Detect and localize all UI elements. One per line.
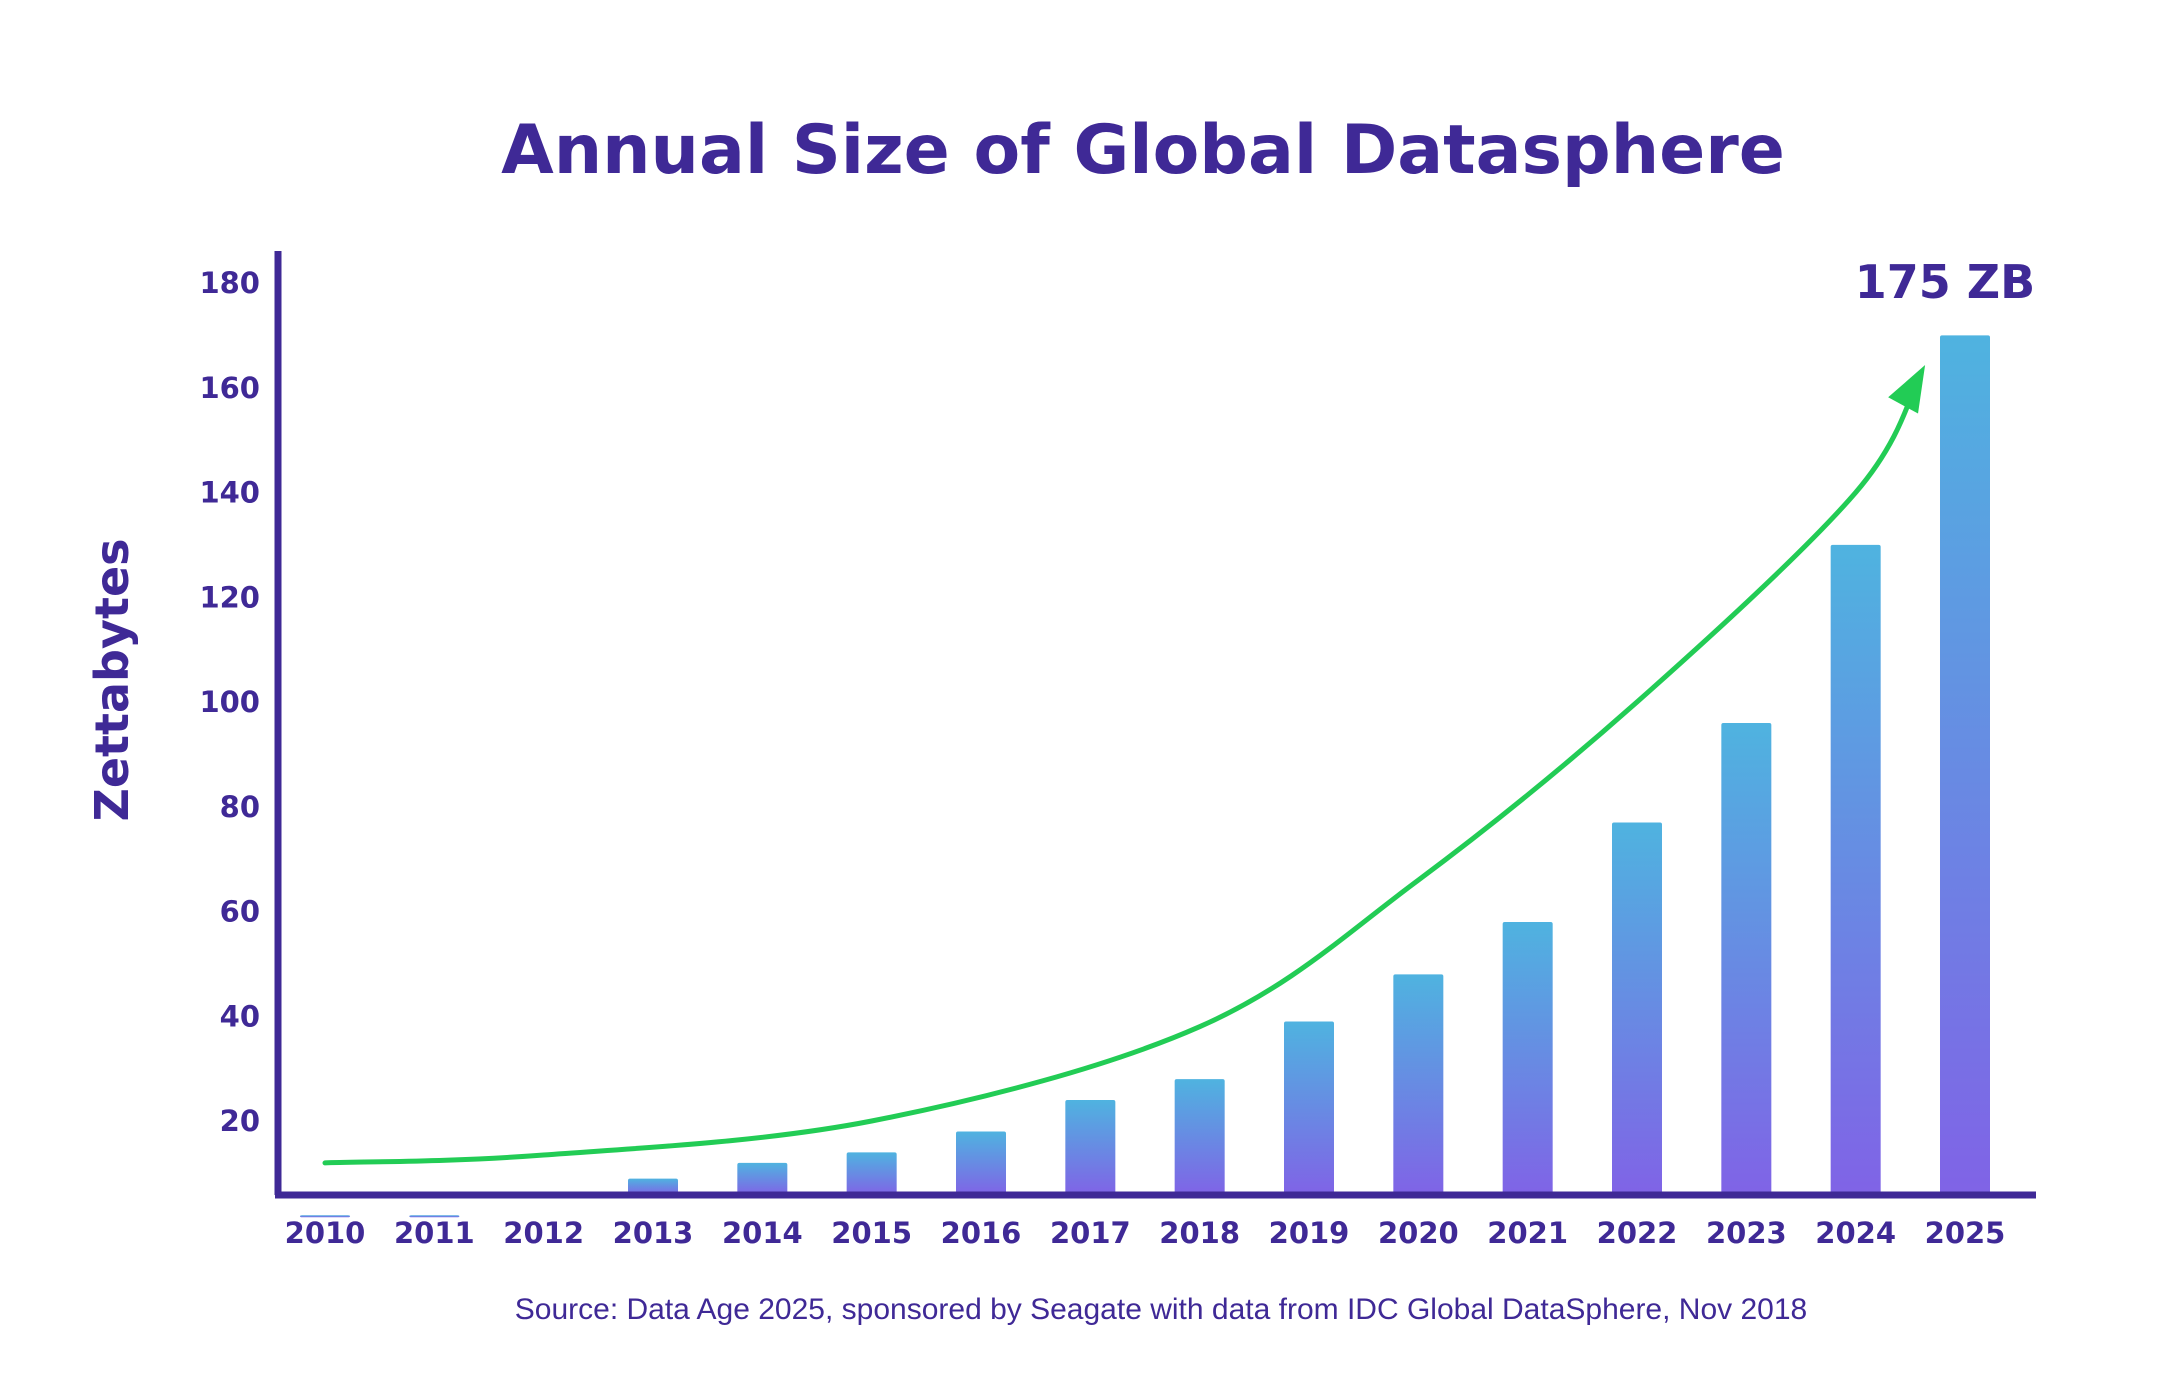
- x-tick-2024: 2024: [1815, 1216, 1896, 1250]
- x-tick-2016: 2016: [941, 1216, 1022, 1250]
- bar-2020: [1393, 974, 1444, 1195]
- y-tick-160: 160: [199, 371, 260, 405]
- y-tick-100: 100: [199, 685, 260, 719]
- bar-2015: [846, 1152, 897, 1195]
- source-note: Source: Data Age 2025, sponsored by Seag…: [515, 1293, 1807, 1326]
- y-axis-label: Zettabytes: [85, 538, 139, 821]
- y-tick-140: 140: [199, 476, 260, 510]
- bar-2013: [628, 1178, 678, 1195]
- y-tick-60: 60: [220, 895, 260, 929]
- bar-2024: [1830, 544, 1881, 1195]
- y-tick-40: 40: [220, 999, 260, 1033]
- x-tick-2015: 2015: [831, 1216, 912, 1250]
- x-tick-2025: 2025: [1925, 1216, 2006, 1250]
- peak-annotation: 175 ZB: [1855, 255, 2035, 309]
- y-tick-20: 20: [220, 1104, 260, 1138]
- x-tick-2017: 2017: [1050, 1216, 1131, 1250]
- bar-2016: [956, 1131, 1006, 1195]
- y-tick-180: 180: [199, 266, 260, 300]
- bar-2025: [1940, 335, 1990, 1195]
- x-tick-2019: 2019: [1269, 1216, 1350, 1250]
- bar-2023: [1721, 722, 1772, 1195]
- chart-title: Annual Size of Global Datasphere: [501, 111, 1785, 190]
- bar-2014: [737, 1162, 788, 1195]
- bar-2022: [1612, 822, 1662, 1195]
- x-tick-2014: 2014: [722, 1216, 803, 1250]
- x-tick-2021: 2021: [1487, 1216, 1568, 1250]
- x-tick-2022: 2022: [1597, 1216, 1678, 1250]
- bar-2011: [409, 1215, 460, 1218]
- bars-group: [300, 335, 1990, 1218]
- bar-2017: [1065, 1100, 1116, 1195]
- x-tick-2010: 2010: [285, 1216, 366, 1250]
- x-tick-2013: 2013: [613, 1216, 694, 1250]
- trend-arrow: [322, 369, 1924, 1166]
- x-tick-labels: 2010 2011 2012 2013 2014 2015 2016 2017 2018 2019…: [285, 1216, 2006, 1250]
- trend-arrow-head-icon: [1888, 365, 1926, 414]
- x-tick-2020: 2020: [1378, 1216, 1459, 1250]
- bar-2019: [1284, 1021, 1334, 1195]
- bar-2021: [1502, 921, 1553, 1195]
- bar-2010: [300, 1215, 350, 1218]
- x-tick-2018: 2018: [1159, 1216, 1240, 1250]
- x-tick-2012: 2012: [503, 1216, 584, 1250]
- y-tick-labels: 20 40 60 80 100 120 140 160 180: [199, 266, 260, 1138]
- y-tick-120: 120: [199, 580, 260, 614]
- x-tick-2011: 2011: [394, 1216, 475, 1250]
- bar-2018: [1174, 1079, 1225, 1195]
- y-tick-80: 80: [220, 790, 260, 824]
- x-tick-2023: 2023: [1706, 1216, 1787, 1250]
